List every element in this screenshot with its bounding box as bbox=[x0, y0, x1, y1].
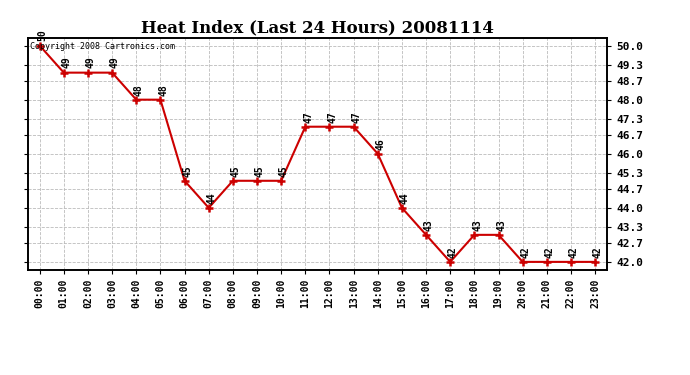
Title: Heat Index (Last 24 Hours) 20081114: Heat Index (Last 24 Hours) 20081114 bbox=[141, 19, 494, 36]
Text: 43: 43 bbox=[472, 219, 482, 231]
Text: 42: 42 bbox=[520, 246, 531, 258]
Text: 42: 42 bbox=[569, 246, 579, 258]
Text: 48: 48 bbox=[134, 84, 144, 96]
Text: 48: 48 bbox=[158, 84, 168, 96]
Text: 42: 42 bbox=[544, 246, 555, 258]
Text: 45: 45 bbox=[182, 165, 193, 177]
Text: 43: 43 bbox=[424, 219, 434, 231]
Text: 43: 43 bbox=[496, 219, 506, 231]
Text: 42: 42 bbox=[448, 246, 458, 258]
Text: 44: 44 bbox=[400, 192, 410, 204]
Text: 45: 45 bbox=[279, 165, 289, 177]
Text: 44: 44 bbox=[206, 192, 217, 204]
Text: Copyright 2008 Cartronics.com: Copyright 2008 Cartronics.com bbox=[30, 42, 175, 51]
Text: 50: 50 bbox=[37, 30, 48, 42]
Text: 42: 42 bbox=[593, 246, 603, 258]
Text: 49: 49 bbox=[61, 57, 72, 69]
Text: 49: 49 bbox=[110, 57, 120, 69]
Text: 47: 47 bbox=[351, 111, 362, 123]
Text: 47: 47 bbox=[327, 111, 337, 123]
Text: 46: 46 bbox=[375, 138, 386, 150]
Text: 45: 45 bbox=[255, 165, 265, 177]
Text: 45: 45 bbox=[230, 165, 241, 177]
Text: 49: 49 bbox=[86, 57, 96, 69]
Text: 47: 47 bbox=[303, 111, 313, 123]
